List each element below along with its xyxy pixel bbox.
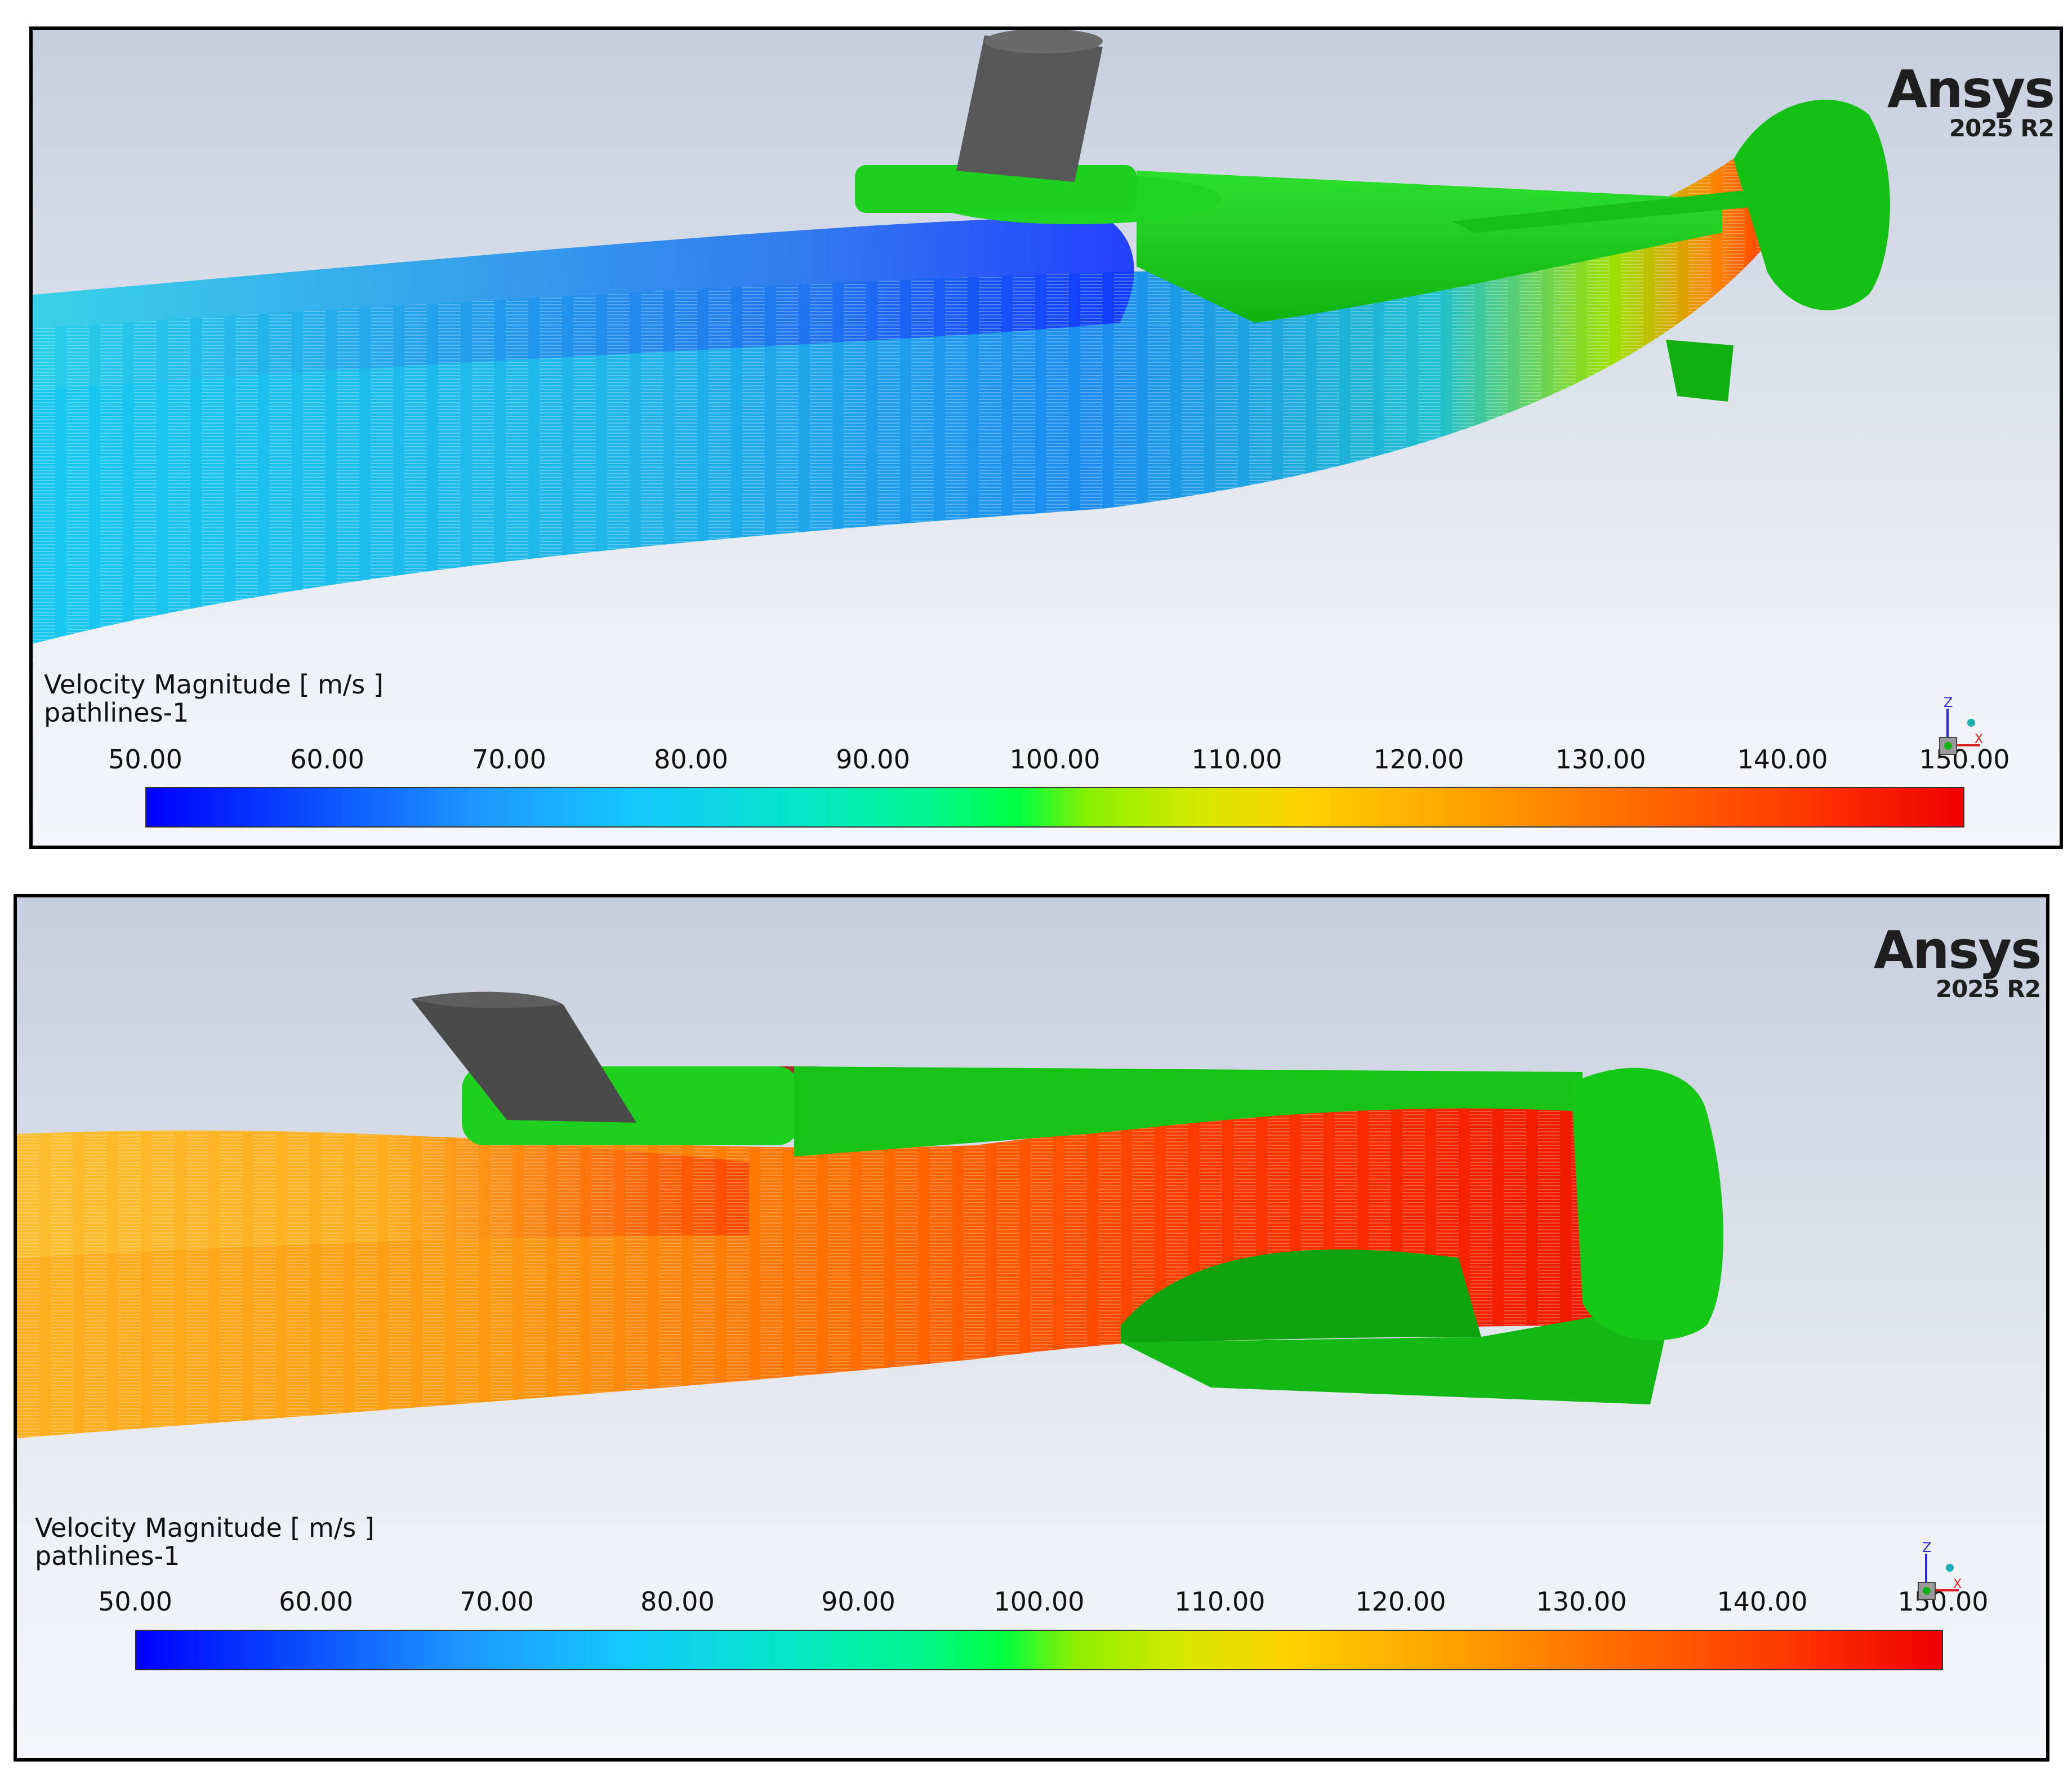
pathlines-scene-top — [33, 30, 1890, 644]
nozzle-bell — [1571, 1068, 1723, 1341]
legend-subtitle: pathlines-1 — [44, 697, 189, 728]
colorbar-label-4: 90.00 — [821, 1586, 895, 1617]
colorbar-label-7: 120.00 — [1355, 1586, 1446, 1617]
colorbar-label-8: 130.00 — [1536, 1586, 1627, 1617]
colorbar-label-6: 110.00 — [1174, 1586, 1266, 1617]
colorbar-label-8: 130.00 — [1555, 744, 1646, 775]
duct-body-top — [794, 1066, 1583, 1157]
colorbar-label-4: 90.00 — [836, 744, 910, 775]
colorbar — [145, 787, 1964, 828]
colorbar-label-7: 120.00 — [1373, 744, 1464, 775]
ansys-logo-name: Ansys — [1873, 920, 2042, 980]
ansys-version: 2025 R2 — [1949, 114, 2055, 142]
colorbar — [135, 1630, 1943, 1670]
viewport-bottom[interactable]: Ansys 2025 R2 Velocity Magnitude [ m/s ]… — [14, 894, 2049, 1762]
triad-x-label: X — [1953, 1577, 1962, 1591]
grey-fin — [411, 999, 636, 1123]
colorbar-label-9: 140.00 — [1717, 1586, 1808, 1617]
lower-body — [1121, 1303, 1673, 1404]
axes-triad-icon[interactable]: Z X — [1898, 1534, 1966, 1613]
axes-triad-icon[interactable]: Z X — [1919, 689, 1987, 768]
colorbar-label-0: 50.00 — [108, 744, 182, 775]
legend-subtitle: pathlines-1 — [35, 1540, 180, 1571]
colorbar-label-5: 100.00 — [993, 1586, 1085, 1617]
colorbar-label-6: 110.00 — [1191, 744, 1282, 775]
colorbar-label-10: 150.00 — [1919, 744, 2010, 775]
ansys-logo: Ansys 2025 R2 — [1887, 59, 2055, 142]
ansys-logo-name: Ansys — [1887, 59, 2055, 119]
triad-z-label: Z — [1944, 695, 1953, 710]
colorbar-label-3: 80.00 — [640, 1586, 715, 1617]
colorbar-label-2: 70.00 — [472, 744, 546, 775]
grey-cylinder — [956, 35, 1103, 182]
ansys-logo: Ansys 2025 R2 — [1873, 920, 2042, 1003]
viewport-top[interactable]: Ansys 2025 R2 Velocity Magnitude [ m/s ]… — [29, 26, 2063, 849]
wing-blade — [1452, 182, 1841, 233]
triad-z-label: Z — [1922, 1540, 1931, 1555]
legend-title: Velocity Magnitude [ m/s ] — [44, 669, 384, 700]
grey-cylinder-top — [984, 30, 1103, 54]
ansys-version: 2025 R2 — [1935, 975, 2041, 1003]
nozzle-support — [1666, 340, 1734, 402]
nozzle-bell — [1734, 100, 1890, 310]
pathlines-scene-bottom — [17, 991, 1723, 1438]
legend-header: Velocity Magnitude [ m/s ] pathlines-1 — [35, 1514, 375, 1570]
colorbar-label-5: 100.00 — [1009, 744, 1100, 775]
colorbar-label-2: 70.00 — [460, 1586, 534, 1617]
colorbar-label-9: 140.00 — [1737, 744, 1828, 775]
lower-blade — [1121, 1249, 1481, 1342]
colorbar-label-1: 60.00 — [290, 744, 364, 775]
legend-header: Velocity Magnitude [ m/s ] pathlines-1 — [44, 669, 384, 728]
colorbar-label-3: 80.00 — [654, 744, 728, 775]
colorbar-label-1: 60.00 — [279, 1586, 353, 1617]
legend-title: Velocity Magnitude [ m/s ] — [35, 1513, 375, 1543]
colorbar-label-0: 50.00 — [98, 1586, 172, 1617]
pathline-streaks — [17, 1095, 1594, 1438]
triad-x-label: X — [1975, 732, 1983, 746]
grey-fin-top — [411, 991, 563, 1008]
